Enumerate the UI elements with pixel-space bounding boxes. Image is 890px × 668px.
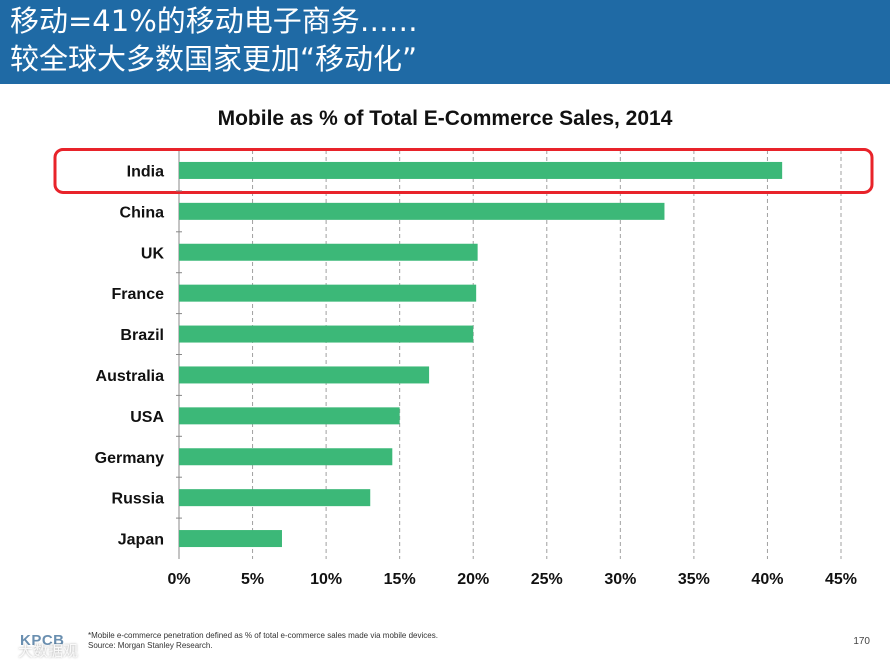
watermark: 大数据观 — [18, 642, 79, 660]
bar-uk — [179, 243, 478, 261]
page-number: 170 — [853, 636, 870, 647]
category-label: Japan — [118, 532, 164, 549]
bar-usa — [179, 407, 400, 425]
bar-china — [179, 202, 665, 220]
category-label: Brazil — [120, 327, 164, 344]
category-label: Germany — [95, 450, 164, 467]
footnote-definition: *Mobile e-commerce penetration defined a… — [88, 631, 438, 640]
x-tick-label: 30% — [604, 571, 636, 588]
slide-title-line-1: 移动=41%的移动电子商务…… — [10, 4, 418, 38]
x-tick-label: 45% — [825, 571, 857, 588]
slide-header: 移动=41%的移动电子商务…… 较全球大多数国家更加“移动化” — [0, 0, 890, 84]
kpcb-logo: KPCB — [20, 632, 65, 649]
category-label: France — [112, 286, 165, 303]
bar-germany — [179, 448, 393, 466]
category-label: China — [120, 204, 165, 221]
x-tick-label: 35% — [678, 571, 710, 588]
category-label: India — [127, 163, 164, 180]
bar-australia — [179, 366, 430, 384]
slide-title-line-2: 较全球大多数国家更加“移动化” — [10, 42, 418, 76]
footnote: *Mobile e-commerce penetration defined a… — [88, 631, 438, 651]
x-tick-label: 25% — [531, 571, 563, 588]
bar-india — [179, 161, 783, 179]
x-tick-label: 20% — [457, 571, 489, 588]
bar-japan — [179, 530, 282, 548]
bar-brazil — [179, 325, 474, 343]
bar-france — [179, 284, 477, 302]
x-tick-label: 40% — [751, 571, 783, 588]
highlight-box — [53, 147, 874, 194]
category-label: UK — [141, 245, 165, 262]
bar-russia — [179, 489, 371, 507]
category-label: USA — [130, 409, 164, 426]
footnote-source: Source: Morgan Stanley Research. — [88, 641, 213, 650]
x-tick-label: 5% — [241, 571, 264, 588]
bar-chart: 0% 5% 10% 15% 20% 25% 30% 35% 40% 45% India China UK… — [53, 147, 874, 588]
category-label: Australia — [96, 368, 165, 385]
x-tick-label: 0% — [167, 571, 190, 588]
x-tick-label: 10% — [310, 571, 342, 588]
x-tick-label: 15% — [384, 571, 416, 588]
chart-title: Mobile as % of Total E-Commerce Sales, 2… — [217, 107, 673, 130]
category-label: Russia — [112, 491, 165, 508]
